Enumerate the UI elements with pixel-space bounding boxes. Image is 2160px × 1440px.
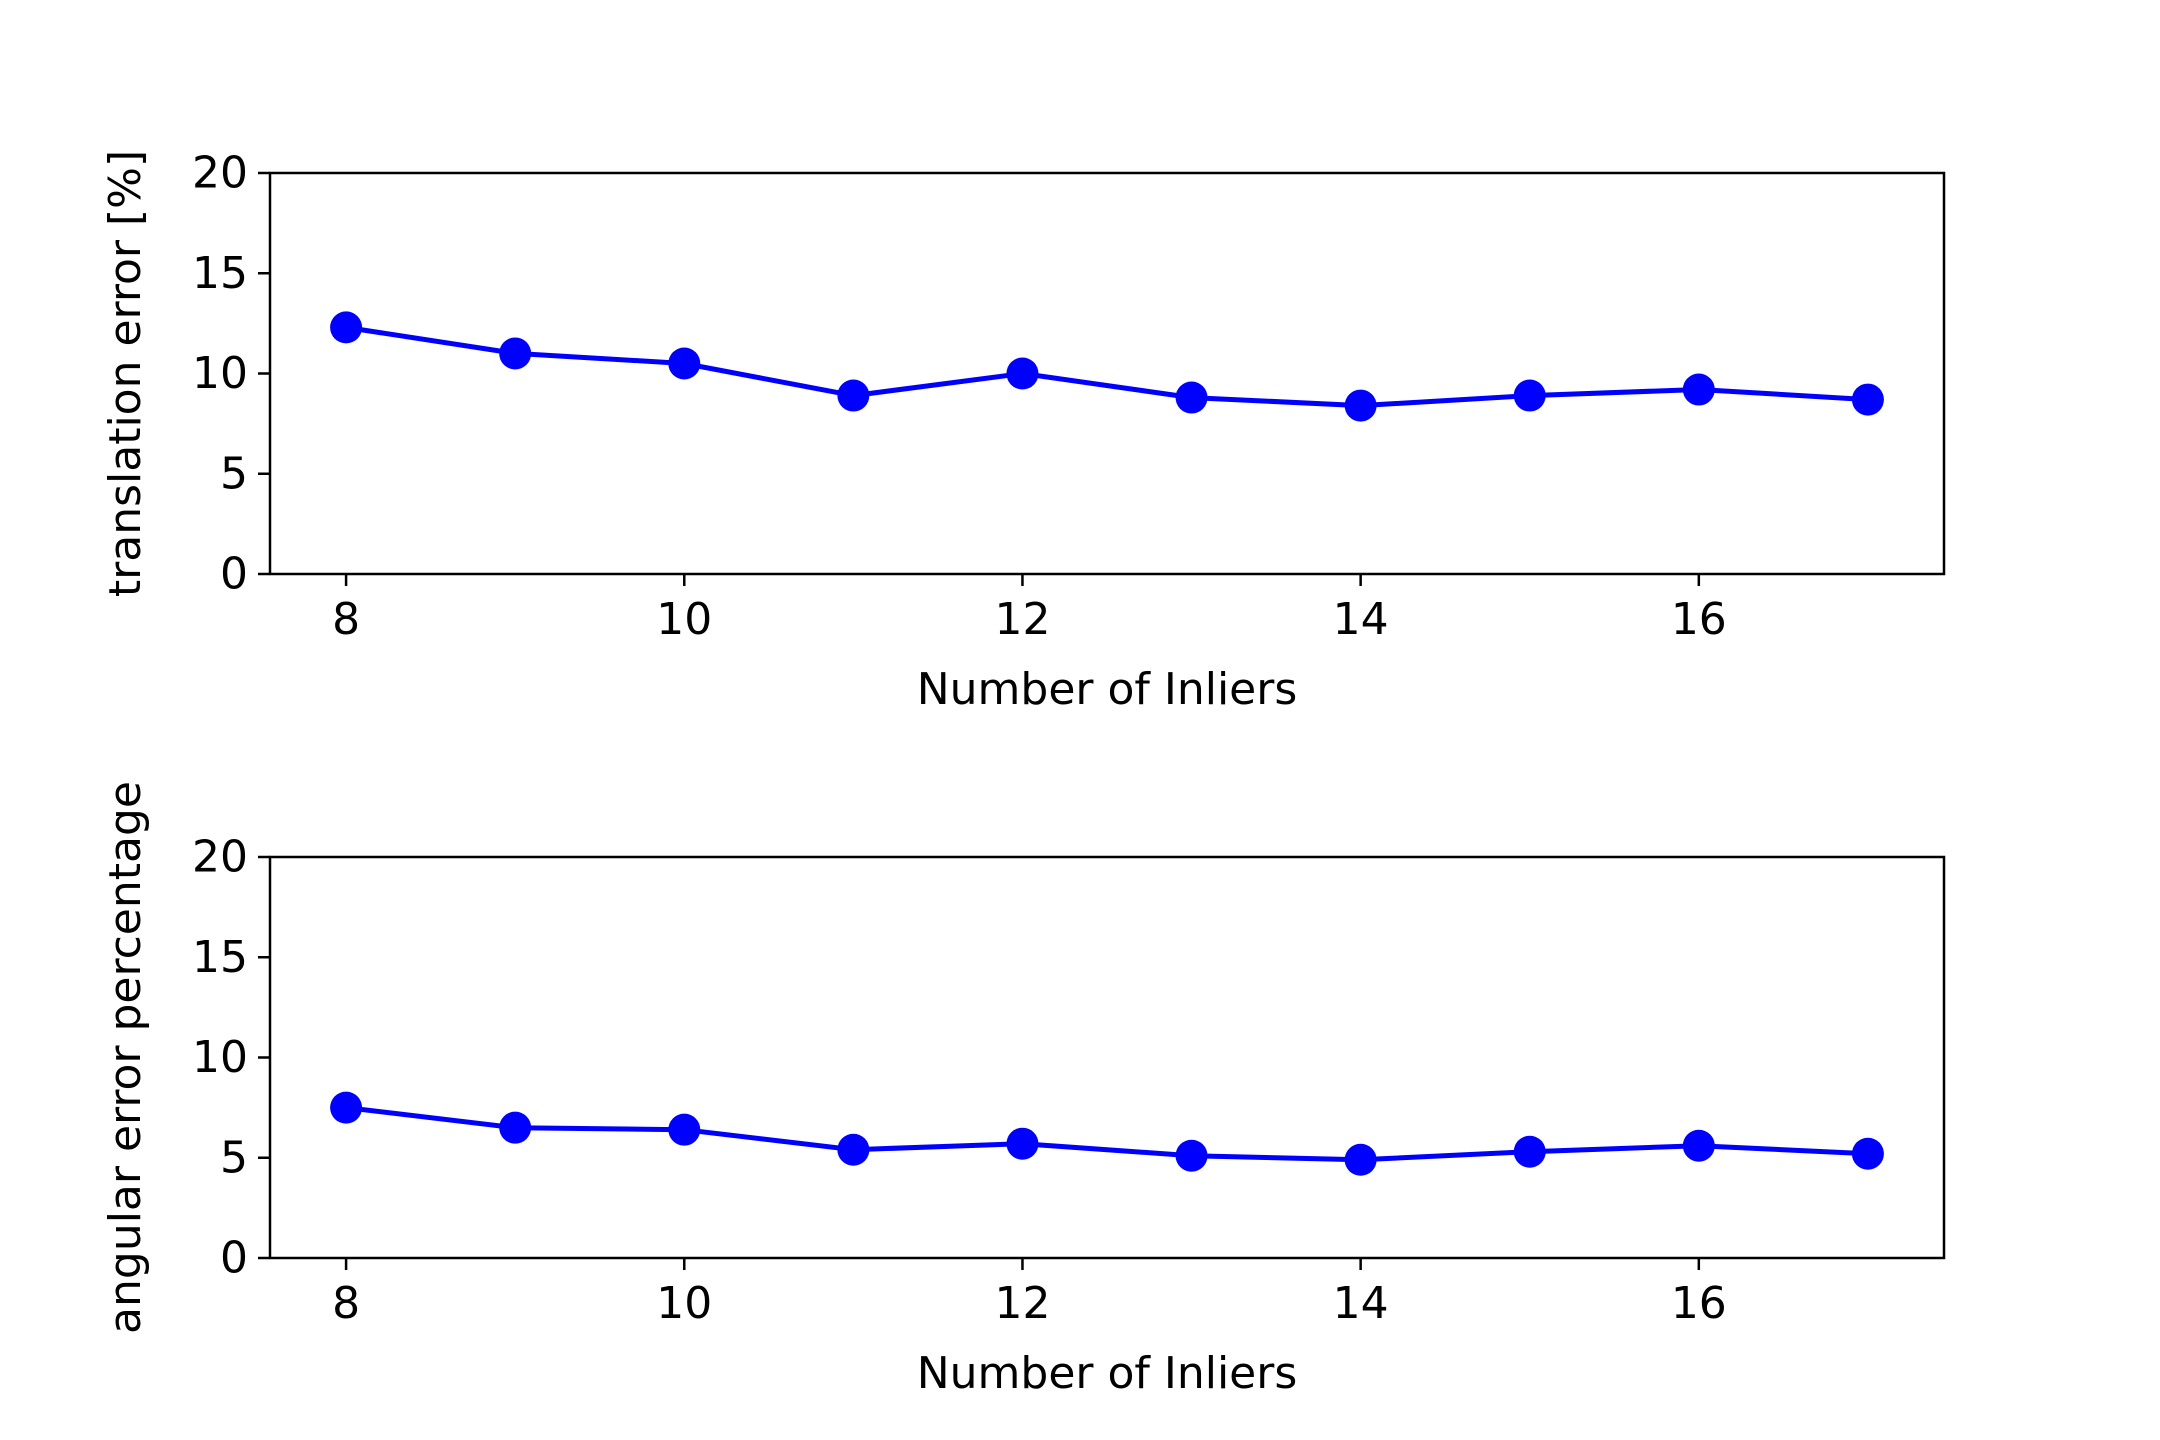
y-axis-label: angular error percentage xyxy=(100,781,151,1334)
chart-panel-1: 0 5 10 15 20 8 10 12 14 16 Number of Inliers transl… xyxy=(100,148,1946,715)
x-tick-label: 16 xyxy=(1671,1278,1727,1329)
data-point xyxy=(1006,357,1039,390)
data-point xyxy=(1682,1129,1715,1162)
x-tick-label: 12 xyxy=(994,1278,1050,1329)
data-point xyxy=(1344,1143,1377,1176)
x-tick-label: 8 xyxy=(332,1278,360,1329)
data-point xyxy=(1851,383,1884,416)
y-tick-label: 10 xyxy=(192,1032,248,1083)
data-point xyxy=(837,379,870,412)
data-point xyxy=(1175,381,1208,414)
x-tick-label: 14 xyxy=(1333,1278,1389,1329)
y-tick-label: 5 xyxy=(220,448,248,499)
data-point xyxy=(837,1133,870,1166)
data-point xyxy=(1851,1137,1884,1170)
data-point xyxy=(668,347,701,380)
data-point xyxy=(330,311,363,344)
data-point xyxy=(1006,1127,1039,1160)
data-point xyxy=(1513,379,1546,412)
y-axis-label: translation error [%] xyxy=(100,150,151,597)
data-point xyxy=(330,1091,363,1124)
x-tick-label: 10 xyxy=(656,1278,712,1329)
data-point xyxy=(1344,389,1377,422)
data-point xyxy=(499,1111,532,1144)
plot-frame xyxy=(268,855,1946,1260)
y-tick-label: 15 xyxy=(192,248,248,299)
data-point xyxy=(668,1113,701,1146)
series-line xyxy=(345,1105,1869,1163)
x-tick-label: 16 xyxy=(1671,594,1727,645)
y-tick-label: 10 xyxy=(192,348,248,399)
plot-frame xyxy=(268,171,1946,576)
chart-panel-2: 0 5 10 15 20 8 10 12 14 16 Number of Inliers angula… xyxy=(100,781,1946,1399)
data-point xyxy=(1513,1135,1546,1168)
x-tick-label: 10 xyxy=(656,594,712,645)
data-point xyxy=(1175,1139,1208,1172)
x-tick-label: 14 xyxy=(1333,594,1389,645)
data-point xyxy=(499,337,532,370)
y-tick-label: 5 xyxy=(220,1132,248,1183)
x-tick-label: 12 xyxy=(994,594,1050,645)
y-tick-label: 0 xyxy=(220,1233,248,1284)
data-point xyxy=(1682,373,1715,406)
x-axis-label: Number of Inliers xyxy=(917,1348,1298,1399)
y-tick-label: 0 xyxy=(220,549,248,600)
series-line xyxy=(345,324,1869,409)
x-tick-label: 8 xyxy=(332,594,360,645)
y-tick-label: 20 xyxy=(192,148,248,199)
y-tick-label: 15 xyxy=(192,932,248,983)
x-axis-label: Number of Inliers xyxy=(917,664,1298,715)
y-tick-label: 20 xyxy=(192,832,248,883)
